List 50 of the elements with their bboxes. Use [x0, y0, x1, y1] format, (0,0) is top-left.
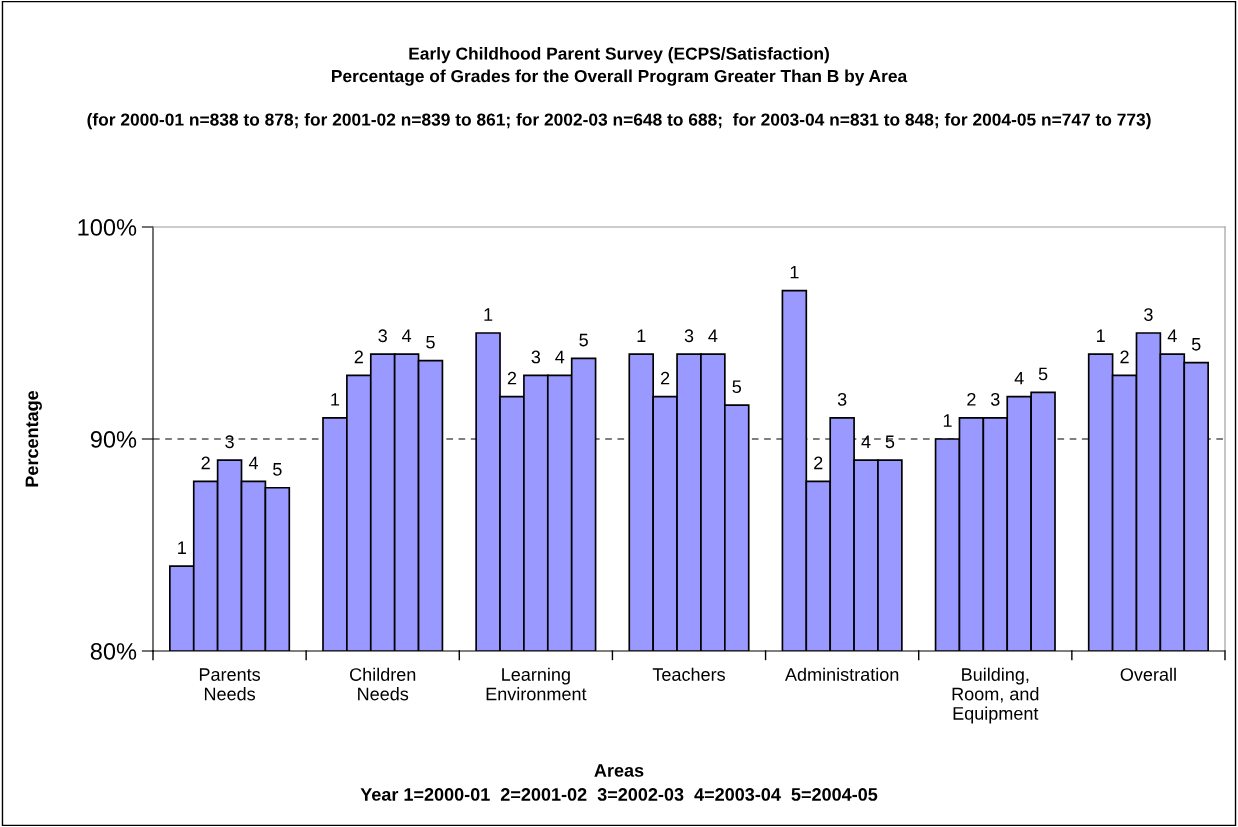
chart-title: Early Childhood Parent Survey (ECPS/Satisfaction) Percentage of Grades for the Overall Program Greater Than B by Area — [332, 47, 908, 86]
text: 5 — [732, 380, 742, 394]
text: 5 — [1191, 338, 1201, 351]
text: 3 — [990, 392, 1000, 406]
x-tick-label: Teachers — [652, 667, 725, 681]
y-tick-label: 100% — [78, 219, 137, 236]
text: 2 — [814, 456, 823, 470]
text: 1 — [484, 308, 493, 321]
text: 5 — [579, 333, 588, 347]
text: Year 1=2000-01 2=2001-02 3=2002-03 4=2003-04 5=2004-05 — [360, 788, 878, 801]
y-tick-label: 80% — [90, 643, 137, 660]
series-label: 5 — [273, 463, 282, 476]
series-label: 4 — [248, 456, 258, 470]
x-tick-label: Learning Environment — [486, 667, 587, 701]
x-axis-title: Areas — [594, 764, 644, 777]
text: 4 — [1167, 329, 1177, 342]
x-tick-label: Parents Needs — [199, 668, 261, 701]
text: 3 — [1144, 308, 1153, 321]
x-tick-label: Children Needs — [350, 667, 416, 701]
text: 2 — [354, 350, 363, 364]
chart-subtitle: (for 2000-01 n=838 to 878; for 2001-02 n=839 to 861; for 2002-03 n=648 to 688; for 2003-04 n=831 to 848; for 2004-05 n=747 to 773) — [87, 113, 1151, 130]
text: 4 — [1014, 371, 1024, 385]
text: 4 — [708, 329, 718, 342]
y-tick-label: 90% — [90, 431, 137, 448]
text: 1 — [178, 541, 186, 554]
text: 1 — [1097, 329, 1105, 342]
text: 2 — [967, 392, 976, 406]
x-tick-label: Overall — [1120, 667, 1176, 681]
text: 3 — [684, 329, 694, 343]
series-label: 3 — [531, 350, 541, 364]
text: 1 — [331, 393, 340, 406]
text: 1 — [790, 265, 799, 279]
x-tick-label: Building, Room, and Equipment — [952, 667, 1039, 724]
text: 2 — [661, 371, 670, 385]
text: 1 — [943, 414, 952, 427]
text: 4 — [861, 435, 871, 448]
x-tick-label: Administration — [784, 667, 899, 681]
text: 4 — [402, 329, 412, 342]
series-label: 1 — [637, 329, 646, 342]
y-axis-title: Percentage — [25, 390, 42, 487]
series-label: 2 — [201, 456, 210, 470]
text: 2 — [507, 371, 517, 385]
text: 3 — [225, 435, 234, 449]
text: 2 — [1120, 350, 1129, 364]
text: 5 — [426, 335, 435, 349]
text: 3 — [378, 329, 387, 343]
text: 4 — [555, 350, 565, 364]
text: 5 — [885, 435, 895, 449]
text: 3 — [837, 392, 847, 406]
text: 5 — [1038, 367, 1048, 381]
